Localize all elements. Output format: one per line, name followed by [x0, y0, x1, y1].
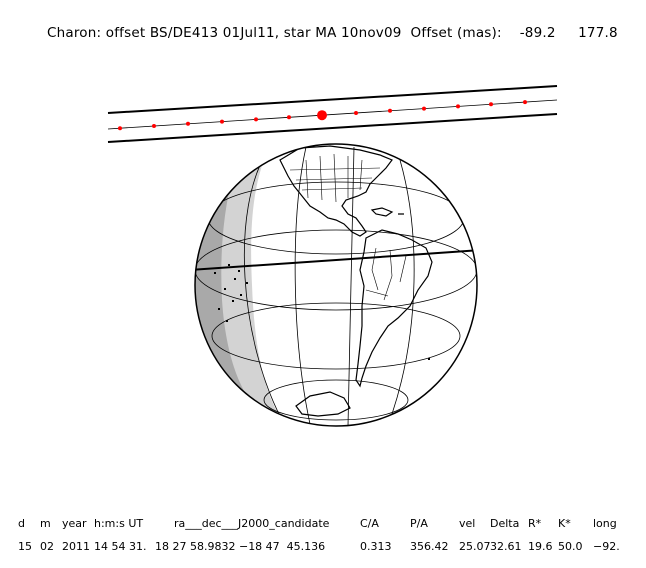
table-cell: 0.313 — [360, 540, 392, 553]
table-cell: 14 54 31. — [94, 540, 147, 553]
time-marker — [354, 111, 358, 115]
table-cell: 50.0 — [558, 540, 583, 553]
path-north-limit — [107, 85, 558, 114]
political-borders — [289, 153, 407, 301]
table-cell: 25.07 — [459, 540, 491, 553]
time-marker — [287, 115, 291, 120]
column-header: ra___dec___J2000_candidate — [174, 517, 330, 530]
column-header: R* — [528, 517, 542, 530]
time-markers — [118, 100, 527, 131]
time-marker — [186, 121, 190, 126]
column-header: Delta — [490, 517, 520, 530]
time-marker — [489, 102, 493, 107]
closest-approach-marker — [317, 110, 327, 121]
plot-title: Charon: offset BS/DE413 01Jul11, star MA… — [38, 9, 618, 41]
column-header: m — [40, 517, 51, 530]
time-marker — [422, 106, 426, 111]
column-header: vel — [459, 517, 476, 530]
table-cell: −92. — [593, 540, 620, 553]
table-cell: 356.42 — [410, 540, 449, 553]
column-header: K* — [558, 517, 571, 530]
equator — [195, 249, 477, 271]
offset-y-value: 177.8 — [578, 25, 618, 41]
table-cell: 18 27 58.9832 −18 47 45.136 — [155, 540, 326, 553]
column-header: C/A — [360, 517, 379, 530]
time-marker — [152, 124, 156, 128]
time-marker — [523, 100, 527, 105]
path-centerline — [107, 99, 558, 130]
column-header: h:m:s UT — [94, 517, 144, 530]
column-header: d — [18, 517, 25, 530]
time-marker — [220, 119, 224, 124]
title-text: Charon: offset BS/DE413 01Jul11, star MA… — [46, 25, 502, 41]
column-header: P/A — [410, 517, 428, 530]
table-cell: 15 — [18, 540, 32, 553]
offset-x-value: -89.2 — [519, 25, 556, 41]
path-south-limit — [107, 113, 558, 143]
time-marker — [388, 108, 392, 113]
coastlines — [279, 145, 433, 417]
globe — [194, 143, 478, 427]
table-cell: 32.61 — [490, 540, 522, 553]
table-cell: 19.6 — [528, 540, 553, 553]
shadow-path — [107, 85, 558, 143]
column-header: year — [62, 517, 87, 530]
time-marker — [118, 126, 122, 131]
graticule — [195, 146, 477, 426]
time-marker — [456, 104, 460, 109]
table-cell: 02 — [40, 540, 54, 553]
table-cell: 2011 — [62, 540, 90, 553]
time-marker — [254, 117, 258, 122]
column-header: long — [593, 517, 617, 530]
globe-outline — [194, 143, 478, 427]
